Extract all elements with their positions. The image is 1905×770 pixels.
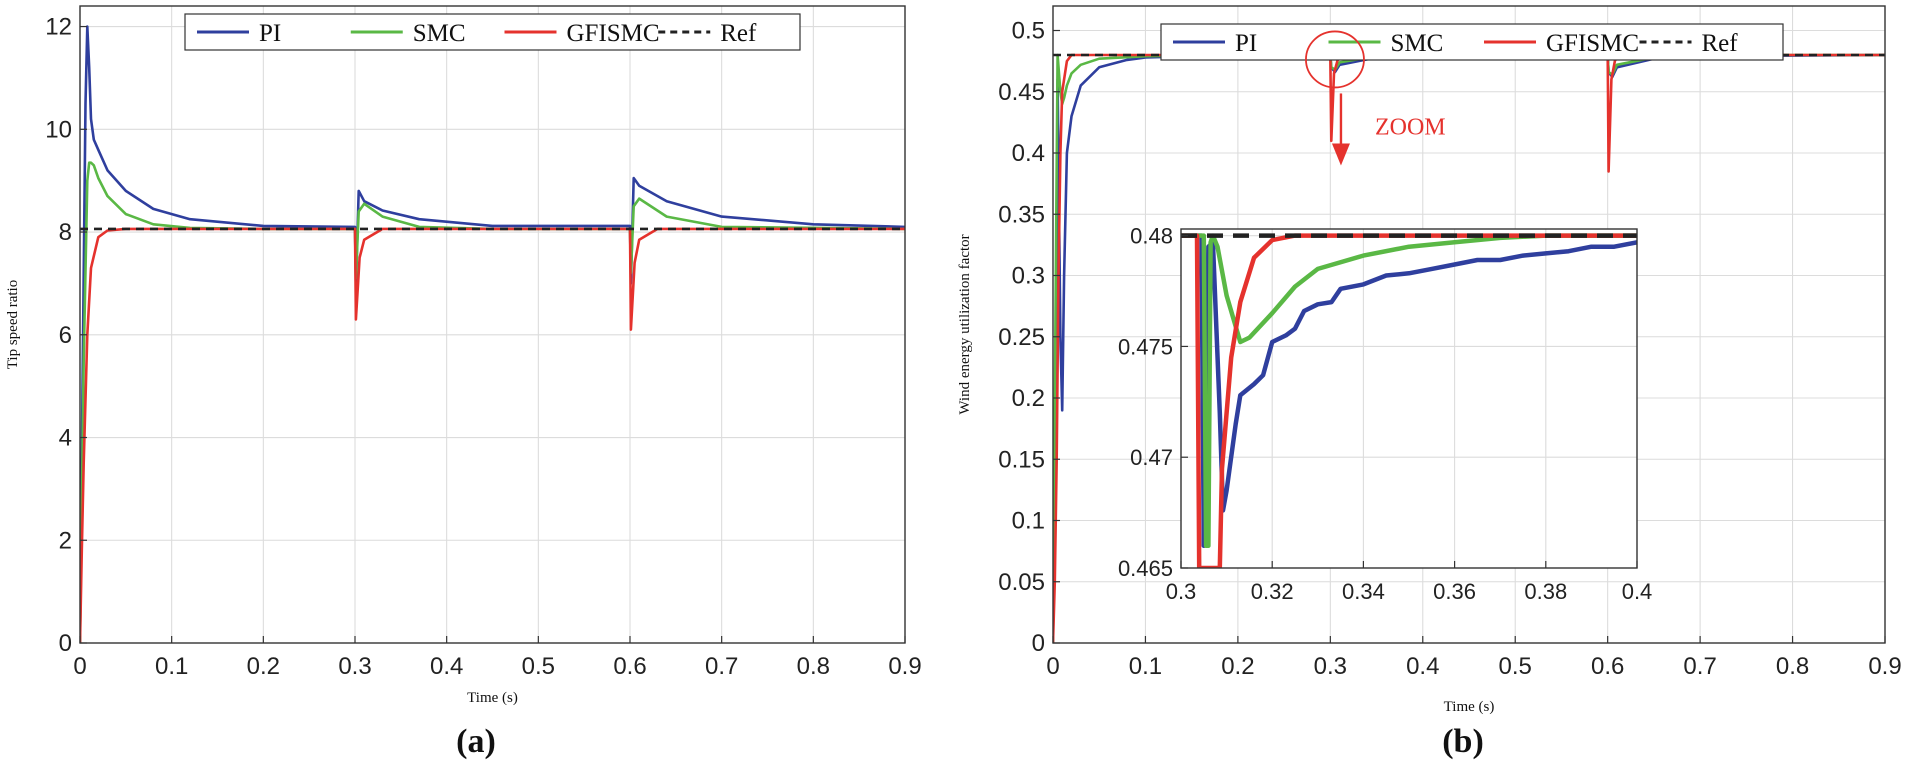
inset-undefined-y-tick-label: 0.48 [1130,224,1173,249]
chart-b-y-tick-label: 0.15 [998,446,1045,473]
chart-a-y-tick-label: 0 [59,630,72,657]
inset-undefined-frame [1180,228,1638,569]
chart-b-y-tick-label: 0.1 [1012,508,1045,535]
chart-b-y-tick-label: 0.2 [1012,385,1045,412]
chart-b-y-tick-label: 0.45 [998,79,1045,106]
chart-b-y-tick-label: 0.35 [998,201,1045,228]
chart-b-x-tick-label: 0.3 [1314,653,1347,680]
chart-b-x-axis-label: Time (s) [1444,699,1495,715]
chart-b-zoom-label: ZOOM [1375,114,1446,140]
chart-a-x-tick-label: 0.4 [430,653,463,680]
chart-a-y-tick-label: 6 [59,322,72,349]
inset-undefined-x-tick-label: 0.34 [1342,579,1385,604]
chart-a-x-tick-label: 0.1 [155,653,188,680]
chart-a-legend-label-smc: SMC [413,20,466,47]
chart-b-zoom-annotation: ZOOM [1305,30,1446,166]
chart-a-x-tick-label: 0.8 [797,653,830,680]
chart-a-series-gfismc [80,227,905,643]
chart-a-y-tick-label: 2 [59,527,72,554]
chart-a-legend-label-gfismc: GFISMC [567,20,660,47]
inset-undefined-series-pi [1181,233,1637,549]
inset-undefined-plot-area [1181,229,1637,568]
chart-b-y-tick-label: 0.25 [998,324,1045,351]
inset-undefined-x-tick-label: 0.36 [1433,579,1476,604]
chart-a-y-axis-label: Tip speed ratio [5,280,21,369]
chart-b-x-tick-label: 0.1 [1129,653,1162,680]
chart-a-x-tick-label: 0.9 [888,653,921,680]
inset-undefined-y-tick-label: 0.47 [1130,445,1173,470]
inset-undefined-x-tick-label: 0.3 [1166,579,1197,604]
chart-b-x-tick-label: 0.9 [1868,653,1901,680]
chart-a: 0 0.1 0.2 0.3 0.4 0.5 0.6 0.7 0.8 0.9 0 2 4 6 8 10 12 Tim… [5,5,922,760]
inset-undefined: 0.3 0.32 0.34 0.36 0.38 0.4 0.465 0.47 0.475 0.48 [1118,224,1652,604]
chart-b-y-tick-label: 0 [1032,630,1045,657]
chart-b-x-tick-label: 0.2 [1221,653,1254,680]
chart-a-x-tick-label: 0.2 [247,653,280,680]
chart-b-legend-label-smc: SMC [1391,30,1444,57]
chart-b-y-tick-label: 0.4 [1012,140,1045,167]
chart-a-series-group [80,25,905,643]
chart-a-x-axis-label: Time (s) [467,690,518,706]
chart-b-y-tick-label: 0.05 [998,569,1045,596]
chart-b-x-tick-label: 0.4 [1406,653,1439,680]
inset-undefined-x-tick-label: 0.32 [1251,579,1294,604]
chart-a-caption: (a) [456,723,496,760]
chart-a-x-tick-label: 0.3 [338,653,371,680]
zoom-circle [1305,30,1365,89]
chart-a-y-tick-label: 4 [59,425,72,452]
chart-b-legend: PI SMC GFISMC Ref [1160,23,1784,61]
chart-a-x-tick-label: 0.7 [705,653,738,680]
chart-a-y-tick-label: 8 [59,219,72,246]
chart-b-y-axis-label: Wind energy utilization factor [957,234,973,414]
inset-undefined-x-tick-label: 0.4 [1622,579,1653,604]
inset-undefined-y-tick-label: 0.475 [1118,334,1173,359]
inset-undefined-series-group [1181,233,1637,568]
chart-b-x-tick-label: 0.5 [1499,653,1532,680]
inset-undefined-x-tick-label: 0.38 [1524,579,1567,604]
chart-b-x-tick-label: 0.6 [1591,653,1624,680]
chart-a-frame [79,5,906,644]
chart-b-legend-label-gfismc: GFISMC [1546,30,1639,57]
zoom-arrow-head [1331,143,1350,166]
chart-a-y-tick-label: 12 [45,14,72,41]
chart-b-x-tick-label: 0 [1046,653,1059,680]
chart-a-y-tick-label: 10 [45,116,72,143]
chart-b-caption: (b) [1442,723,1484,760]
chart-b-y-tick-label: 0.5 [1012,18,1045,45]
chart-b-frame [1052,5,1886,644]
chart-b-x-tick-label: 0.7 [1683,653,1716,680]
chart-a-x-tick-label: 0 [73,653,86,680]
chart-b-legend-label-pi: PI [1235,30,1257,57]
inset-undefined-series-smc [1181,233,1637,549]
chart-b-x-tick-label: 0.8 [1776,653,1809,680]
chart-a-plot-area [80,6,905,643]
chart-a-x-tick-label: 0.6 [613,653,646,680]
chart-b-legend-label-ref: Ref [1702,30,1739,57]
chart-a-legend-label-ref: Ref [720,20,757,47]
chart-a-legend-label-pi: PI [259,20,281,47]
chart-a-x-tick-label: 0.5 [522,653,555,680]
inset-undefined-y-tick-label: 0.465 [1118,556,1173,581]
chart-b-y-tick-label: 0.3 [1012,263,1045,290]
chart-a-legend: PI SMC GFISMC Ref [184,13,801,51]
